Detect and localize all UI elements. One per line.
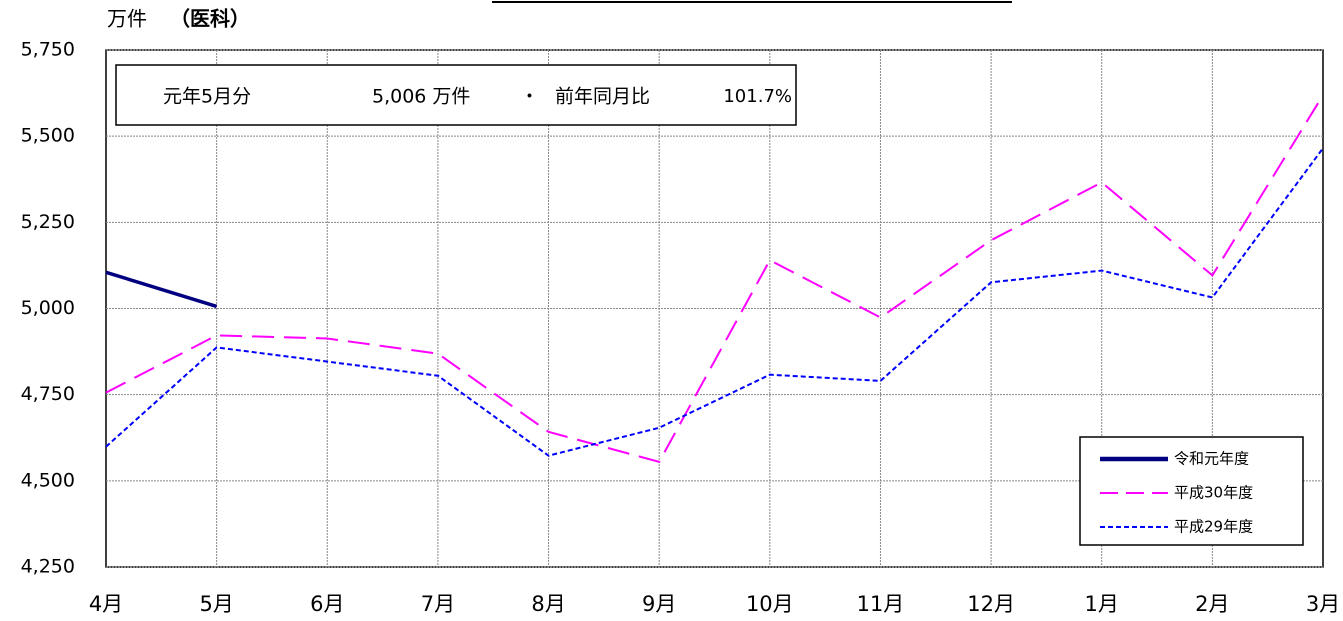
y-tick-label: 4,500: [21, 469, 75, 491]
annotation-box: [115, 64, 797, 126]
y-tick-label: 5,500: [21, 125, 75, 147]
x-tick-label: 11月: [857, 592, 905, 616]
series-line: [105, 147, 1324, 457]
y-tick-label: 5,750: [21, 39, 75, 61]
legend-label: 令和元年度: [1174, 450, 1249, 468]
legend-label: 平成30年度: [1174, 484, 1253, 502]
x-tick-label: 4月: [89, 592, 123, 616]
x-tick-label: 1月: [1085, 592, 1119, 616]
annotation-text: 101.7%: [723, 86, 792, 107]
annotation-text: 元年5月分: [163, 86, 251, 108]
annotation-text: ・: [520, 86, 539, 108]
y-axis-label: 万件: [107, 7, 147, 31]
y-tick-label: 5,000: [21, 297, 75, 319]
annotation-text: 5,006 万件: [372, 86, 470, 108]
x-tick-label: 9月: [642, 592, 676, 616]
series-line: [105, 270, 218, 309]
x-tick-label: 6月: [310, 592, 344, 616]
x-tick-label: 3月: [1306, 592, 1340, 616]
x-tick-label: 2月: [1195, 592, 1229, 616]
y-tick-label: 5,250: [21, 211, 75, 233]
y-tick-label: 4,250: [21, 556, 75, 578]
x-tick-label: 10月: [746, 592, 794, 616]
y-axis-sublabel: （医科）: [170, 7, 250, 31]
series-line: [105, 94, 1324, 464]
lines: [105, 94, 1324, 464]
x-tick-label: 12月: [967, 592, 1015, 616]
annotation-text: 前年同月比: [555, 86, 650, 108]
y-tick-label: 4,750: [21, 383, 75, 405]
x-tick-label: 8月: [531, 592, 565, 616]
legend-label: 平成29年度: [1174, 518, 1253, 536]
x-tick-label: 5月: [199, 592, 233, 616]
x-tick-label: 7月: [421, 592, 455, 616]
